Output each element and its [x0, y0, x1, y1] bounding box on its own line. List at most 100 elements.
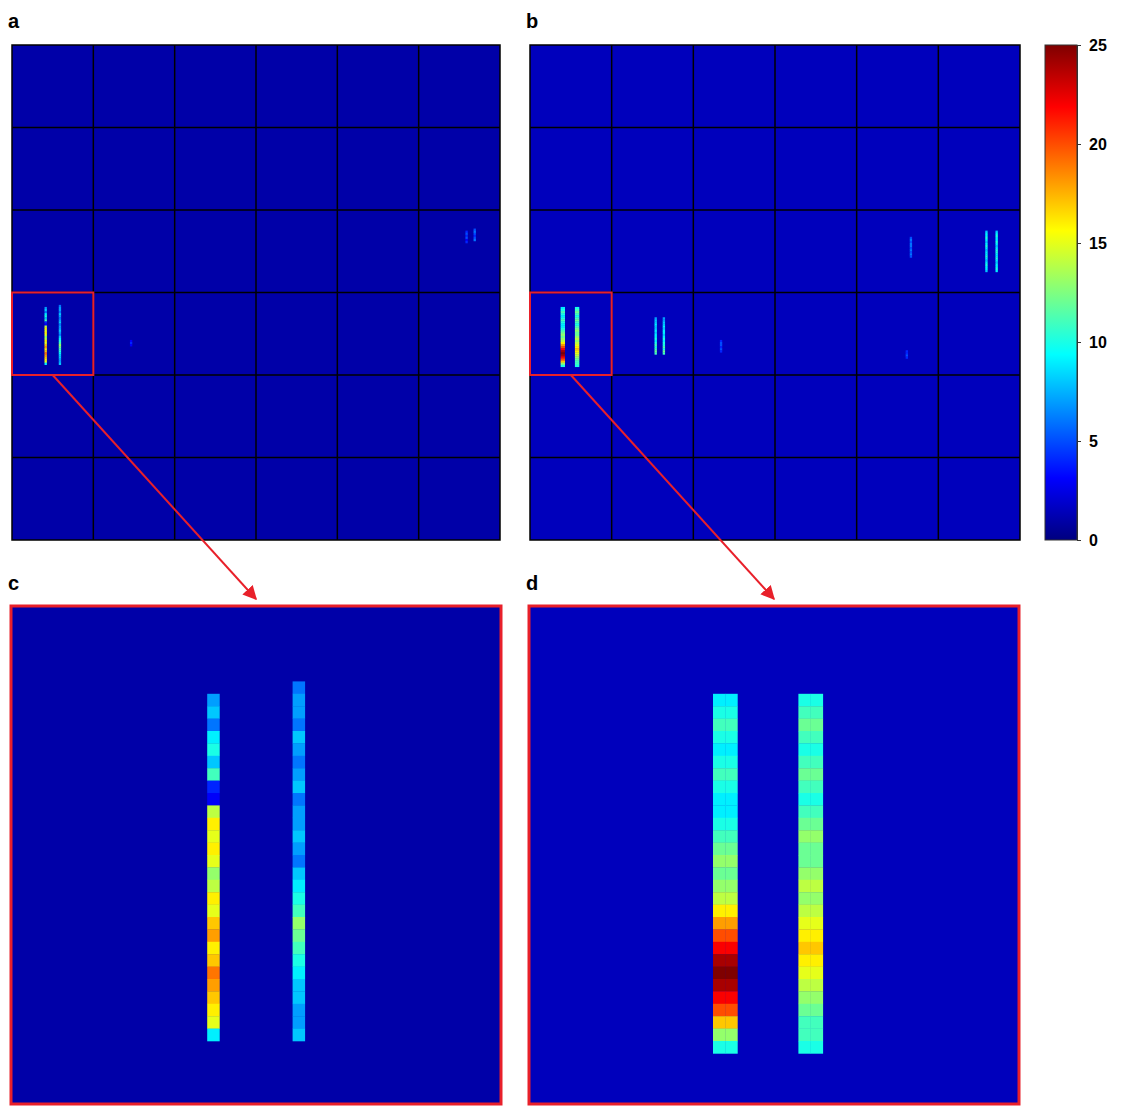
heatmap-cell — [811, 979, 824, 992]
heatmap-cell — [798, 954, 811, 967]
heatmap-cell — [45, 350, 47, 352]
heatmap-cell — [577, 313, 579, 315]
heatmap-cell — [725, 805, 738, 818]
heatmap-cell — [563, 340, 565, 342]
heatmap-cell — [293, 731, 306, 744]
tile-grid-line — [530, 127, 1020, 129]
heatmap-cell — [713, 967, 726, 980]
colorbar-axis: 0510152025 — [1077, 37, 1107, 549]
heatmap-cell — [663, 330, 665, 332]
background-cells — [12, 45, 500, 540]
heatmap-cell — [798, 706, 811, 719]
heatmap-cell — [45, 317, 47, 319]
panel-frame — [530, 45, 1020, 540]
heatmap-cell — [45, 307, 47, 309]
heatmap-cell — [59, 305, 61, 307]
heatmap-cell — [207, 781, 220, 794]
heatmap-cell — [465, 231, 467, 233]
heatmap-cell — [798, 743, 811, 756]
heatmap-cell — [575, 361, 577, 363]
heatmap-cell — [910, 239, 912, 241]
heatmap-cell — [725, 929, 738, 942]
heatmap-cell — [207, 830, 220, 843]
heatmap-cell — [575, 359, 577, 361]
heatmap-cell — [811, 967, 824, 980]
heatmap-cell — [293, 756, 306, 769]
heatmap-cell — [474, 231, 476, 233]
heatmap-cell — [996, 257, 998, 259]
heatmap-cell — [59, 338, 61, 340]
heatmap-cell — [561, 348, 563, 350]
heatmap-cell — [563, 307, 565, 309]
heatmap-cell — [575, 307, 577, 309]
heatmap-cell — [577, 340, 579, 342]
heatmap-cell — [293, 867, 306, 880]
heatmap-cell — [663, 323, 665, 325]
heatmap-cell — [45, 342, 47, 344]
heatmap-cell — [713, 954, 726, 967]
heatmap-cell — [563, 328, 565, 330]
heatmap-cell — [575, 315, 577, 317]
heatmap-cell — [45, 328, 47, 330]
heatmap-cell — [45, 321, 47, 323]
heatmap-cell — [293, 1029, 306, 1042]
heatmap-cell — [474, 229, 476, 231]
heatmap-cell — [575, 332, 577, 334]
heatmap-cell — [563, 319, 565, 321]
heatmap-cell — [577, 344, 579, 346]
heatmap-cell — [293, 843, 306, 856]
heatmap-cell — [577, 361, 579, 363]
heatmap-cell — [996, 251, 998, 253]
heatmap-cell — [207, 768, 220, 781]
heatmap-cell — [798, 1004, 811, 1017]
heatmap-cell — [59, 334, 61, 336]
heatmap-cell — [985, 268, 987, 270]
heatmap-cell — [577, 348, 579, 350]
heatmap-cell — [293, 892, 306, 905]
heatmap-cell — [985, 264, 987, 266]
heatmap-cell — [725, 731, 738, 744]
heatmap-cell — [663, 344, 665, 346]
heatmap-cell — [577, 315, 579, 317]
heatmap-cell — [207, 929, 220, 942]
heatmap-cell — [713, 867, 726, 880]
heatmap-cell — [474, 233, 476, 235]
heatmap-cell — [45, 338, 47, 340]
heatmap-cell — [45, 309, 47, 311]
heatmap-cell — [713, 843, 726, 856]
heatmap-cell — [811, 768, 824, 781]
heatmap-cell — [575, 338, 577, 340]
heatmap-cell — [59, 309, 61, 311]
heatmap-cell — [577, 356, 579, 358]
heatmap-cell — [45, 319, 47, 321]
heatmap-cell — [577, 350, 579, 352]
heatmap-cell — [474, 235, 476, 237]
background-cells — [12, 607, 500, 1103]
heatmap-cell — [45, 348, 47, 350]
heatmap-cell — [561, 356, 563, 358]
colorbar-tick-label: 20 — [1089, 136, 1107, 153]
heatmap-cell — [663, 352, 665, 354]
heatmap-cell — [910, 255, 912, 257]
heatmap-cell — [59, 332, 61, 334]
heatmap-cell — [563, 354, 565, 356]
heatmap-cell — [725, 917, 738, 930]
heatmap-cell — [725, 1016, 738, 1029]
heatmap-cell — [713, 818, 726, 831]
heatmap-cell — [45, 334, 47, 336]
heatmap-cell — [663, 321, 665, 323]
heatmap-cell — [713, 793, 726, 806]
heatmap-cell — [563, 359, 565, 361]
heatmap-cell — [713, 942, 726, 955]
heatmap-cell — [725, 818, 738, 831]
heatmap-cell — [561, 326, 563, 328]
heatmap-cell — [713, 929, 726, 942]
heatmap-cell — [985, 245, 987, 247]
heatmap-cell — [561, 315, 563, 317]
heatmap-cell — [798, 1041, 811, 1054]
heatmap-cell — [563, 317, 565, 319]
heatmap-cell — [713, 719, 726, 732]
heatmap-cell — [207, 818, 220, 831]
heatmap-cell — [655, 328, 657, 330]
heatmap-cell — [561, 311, 563, 313]
